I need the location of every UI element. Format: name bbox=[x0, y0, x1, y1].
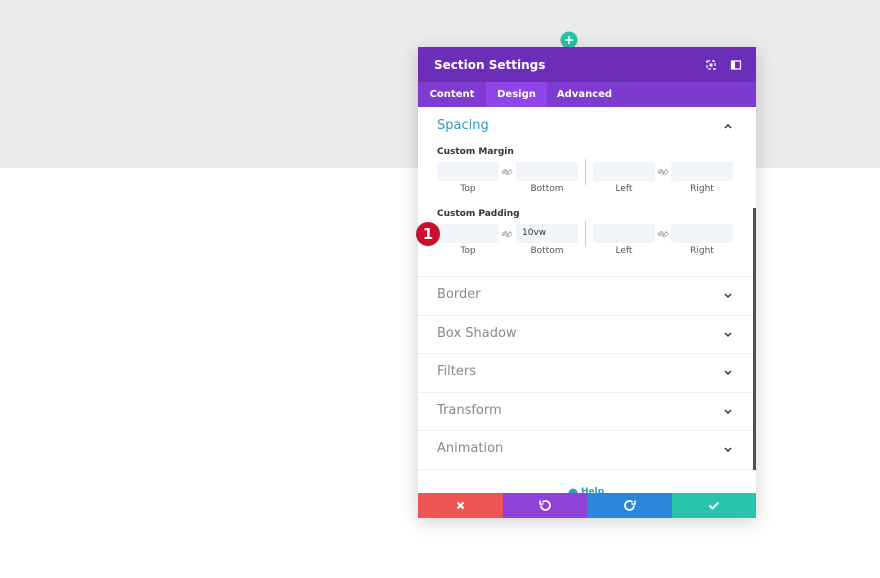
divider bbox=[585, 159, 586, 185]
field-label: Right bbox=[690, 184, 714, 194]
text-input[interactable] bbox=[671, 224, 733, 243]
modal-header: Section Settings bbox=[418, 47, 756, 82]
split-icon[interactable] bbox=[730, 59, 742, 71]
expand-icon[interactable] bbox=[722, 405, 734, 417]
help-link[interactable]: Help bbox=[581, 487, 605, 493]
modal-content: Spacing Custom Margin Top Bottom Left Right Cu… bbox=[418, 107, 756, 493]
cancel-button[interactable] bbox=[418, 493, 503, 518]
group-label: Custom Margin bbox=[437, 147, 514, 157]
tab[interactable]: Design bbox=[486, 82, 547, 107]
tab[interactable]: Content bbox=[429, 89, 475, 100]
fullscreen-icon[interactable] bbox=[705, 59, 717, 71]
help-icon[interactable] bbox=[568, 488, 578, 493]
tab[interactable]: Advanced bbox=[556, 89, 613, 100]
expand-icon[interactable] bbox=[722, 289, 734, 301]
link-icon[interactable] bbox=[657, 228, 669, 240]
separator bbox=[418, 430, 756, 432]
section-title[interactable]: Border bbox=[437, 287, 481, 302]
text-input[interactable] bbox=[516, 162, 578, 181]
link-icon[interactable] bbox=[657, 166, 669, 178]
field-label: Top bbox=[460, 246, 476, 256]
scrollbar bbox=[753, 208, 756, 470]
separator bbox=[418, 276, 756, 277]
section-title: Spacing bbox=[437, 118, 489, 133]
add-button[interactable] bbox=[560, 31, 578, 49]
separator bbox=[418, 314, 756, 316]
collapse-icon[interactable] bbox=[722, 120, 734, 132]
undo-button[interactable] bbox=[503, 493, 587, 518]
link-icon[interactable] bbox=[501, 166, 513, 178]
expand-icon[interactable] bbox=[722, 366, 734, 378]
tab-bar: Content Design Advanced bbox=[418, 82, 756, 107]
separator bbox=[418, 391, 756, 393]
separator bbox=[418, 469, 756, 470]
text-input[interactable] bbox=[671, 162, 733, 181]
separator bbox=[418, 353, 756, 355]
expand-icon[interactable] bbox=[722, 443, 734, 455]
text-input[interactable] bbox=[593, 224, 655, 243]
settings-modal: Section Settings Content Design Advanced S… bbox=[418, 47, 756, 518]
expand-icon[interactable] bbox=[722, 328, 734, 340]
field-label: Left bbox=[615, 246, 633, 256]
field-label: Right bbox=[690, 246, 714, 256]
group-label: Custom Padding bbox=[437, 209, 520, 219]
divider bbox=[585, 221, 586, 247]
text-input[interactable]: 10vw bbox=[516, 224, 578, 243]
modal-title: Section Settings bbox=[434, 58, 546, 72]
redo-button[interactable] bbox=[587, 493, 672, 518]
annotation-badge: 1 bbox=[416, 222, 440, 246]
section-title[interactable]: Animation bbox=[437, 441, 504, 457]
field-label: Bottom bbox=[530, 184, 564, 194]
text-input[interactable] bbox=[593, 162, 655, 181]
field-label: Left bbox=[615, 184, 633, 194]
field-label: Top bbox=[460, 184, 476, 194]
text-input[interactable] bbox=[437, 224, 499, 243]
text-input[interactable] bbox=[437, 162, 499, 181]
section-title[interactable]: Transform bbox=[437, 402, 502, 418]
save-button[interactable] bbox=[672, 493, 756, 518]
section-title[interactable]: Box Shadow bbox=[437, 325, 517, 341]
field-label: Bottom bbox=[530, 246, 564, 256]
link-icon[interactable] bbox=[501, 228, 513, 240]
section-title[interactable]: Filters bbox=[437, 364, 476, 380]
